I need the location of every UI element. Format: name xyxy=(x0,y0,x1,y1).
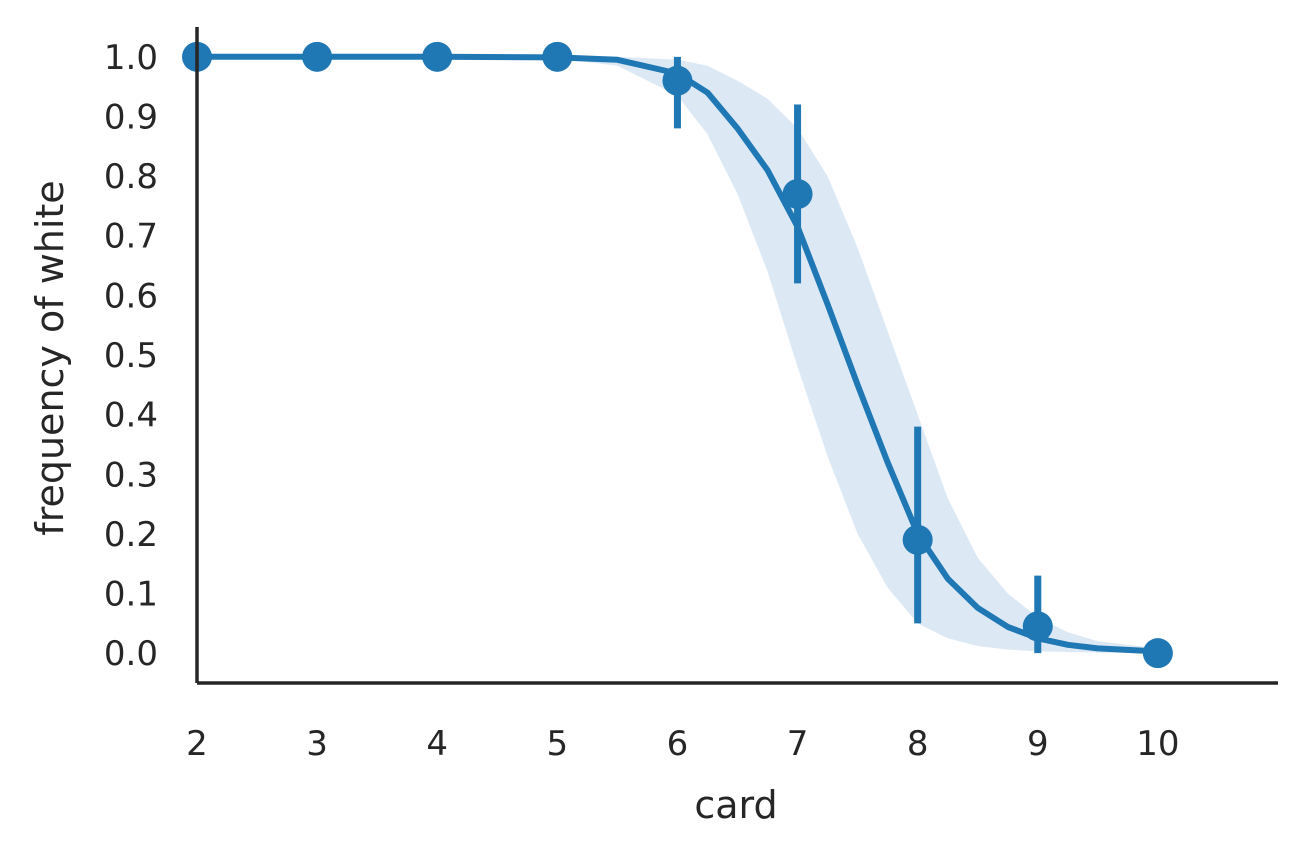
x-tick-label: 10 xyxy=(1136,724,1179,764)
plot-area xyxy=(182,41,1173,669)
y-tick-label: 0.4 xyxy=(104,396,158,436)
data-point xyxy=(302,41,333,72)
x-tick-label: 2 xyxy=(186,724,208,764)
data-point xyxy=(1022,611,1053,642)
y-tick-labels: 0.0 0.1 0.2 0.3 0.4 0.5 0.6 0.7 0.8 0.9 1.0 xyxy=(104,38,158,674)
y-tick-label: 0.3 xyxy=(104,455,158,495)
x-tick-label: 6 xyxy=(667,724,689,764)
x-tick-label: 9 xyxy=(1027,724,1049,764)
y-tick-label: 0.9 xyxy=(104,97,158,137)
confidence-band xyxy=(197,56,1158,654)
data-point xyxy=(902,524,933,555)
y-tick-label: 1.0 xyxy=(104,38,158,78)
y-tick-label: 0.7 xyxy=(104,217,158,257)
fit-curve xyxy=(197,53,1159,655)
x-tick-labels: 2 3 4 5 6 7 8 9 10 xyxy=(186,724,1179,764)
x-tick-label: 3 xyxy=(306,724,328,764)
x-tick-label: 5 xyxy=(547,724,569,764)
x-tick-label: 4 xyxy=(426,724,448,764)
y-tick-label: 0.5 xyxy=(104,336,158,376)
data-point xyxy=(1142,638,1173,669)
y-tick-label: 0.6 xyxy=(104,276,158,316)
data-point xyxy=(542,41,573,72)
y-axis-label: frequency of white xyxy=(28,180,72,535)
y-tick-label: 0.1 xyxy=(104,575,158,615)
data-point xyxy=(782,178,813,209)
y-tick-label: 0.8 xyxy=(104,157,158,197)
x-axis-label: card xyxy=(694,783,777,827)
data-point xyxy=(662,65,693,96)
x-tick-label: 7 xyxy=(787,724,809,764)
y-tick-label: 0.0 xyxy=(104,634,158,674)
data-point xyxy=(422,41,453,72)
x-tick-label: 8 xyxy=(907,724,929,764)
y-tick-label: 0.2 xyxy=(104,515,158,555)
